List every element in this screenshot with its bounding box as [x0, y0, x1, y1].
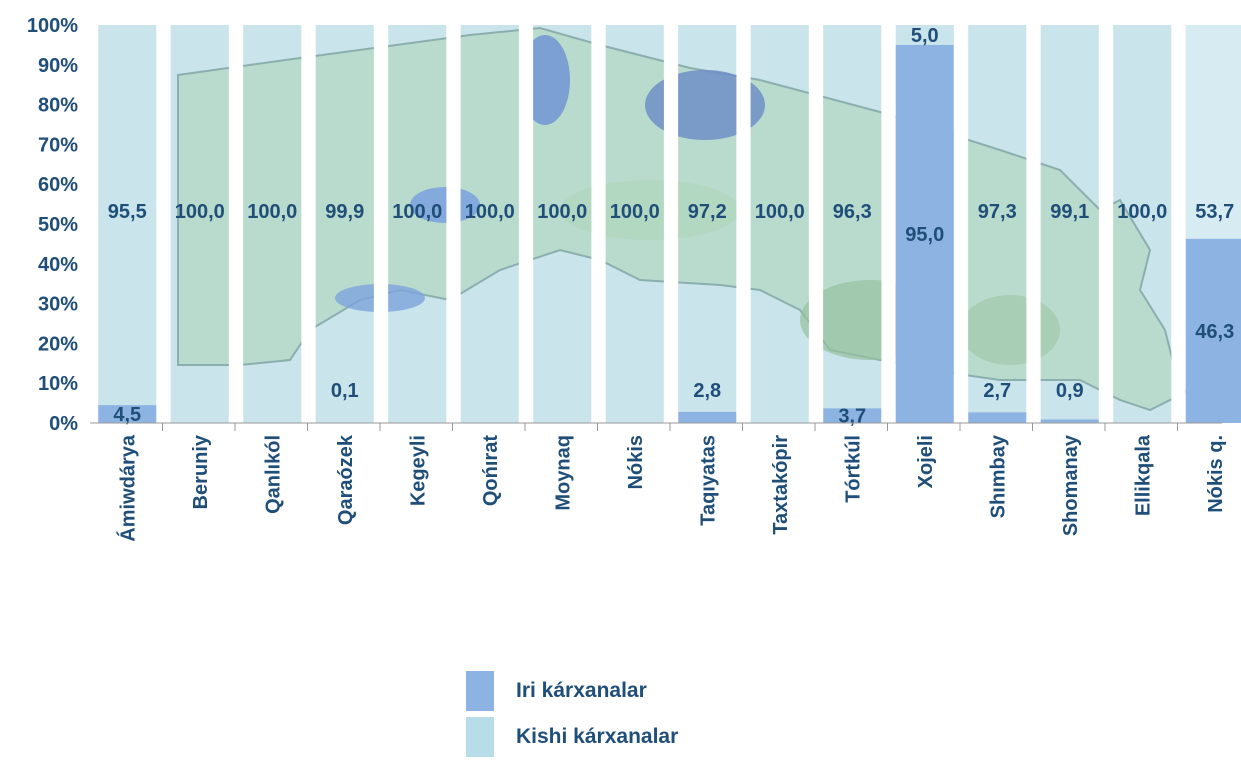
data-label-kishi-11: 5,0: [911, 25, 939, 47]
legend-label-iri: Iri kárxanalar: [516, 679, 647, 703]
data-label-kishi-10: 96,3: [833, 201, 872, 223]
x-tick-label: Taqıyatas: [697, 435, 719, 526]
x-tick-label: Moynaq: [552, 435, 574, 511]
x-tick-label: Nókis: [625, 435, 647, 489]
data-label-kishi-6: 100,0: [537, 201, 587, 223]
y-tick-label: 60%: [38, 174, 78, 196]
bar-iri-12: [968, 412, 1026, 423]
legend-item-kishi: Kishi kárxanalar: [466, 714, 678, 760]
data-label-kishi-2: 100,0: [247, 201, 297, 223]
data-label-iri-13: 0,9: [1056, 380, 1084, 402]
data-label-kishi-5: 100,0: [465, 201, 515, 223]
x-tick-label: Shomanay: [1060, 434, 1082, 536]
data-label-kishi-13: 99,1: [1050, 201, 1089, 223]
x-tick-label: Ámiwdárya: [116, 434, 139, 542]
bar-kishi-6: [533, 25, 591, 423]
bar-iri-8: [678, 412, 736, 423]
legend-item-iri: Iri kárxanalar: [466, 668, 678, 714]
y-tick-label: 30%: [38, 294, 78, 316]
bar-kishi-5: [461, 25, 519, 423]
legend: Iri kárxanalar Kishi kárxanalar: [466, 668, 678, 760]
bar-kishi-14: [1113, 25, 1171, 423]
bar-kishi-4: [388, 25, 446, 423]
data-label-kishi-1: 100,0: [175, 201, 225, 223]
x-tick-label: Nókis q.: [1205, 435, 1227, 513]
bar-kishi-3: [316, 25, 374, 423]
y-tick-label: 40%: [38, 254, 78, 276]
legend-swatch-iri: [466, 671, 494, 711]
data-label-kishi-4: 100,0: [392, 201, 442, 223]
data-label-iri-11: 95,0: [905, 224, 944, 246]
y-tick-label: 0%: [49, 413, 78, 435]
bar-kishi-7: [606, 25, 664, 423]
data-label-iri-12: 2,7: [983, 380, 1011, 402]
data-label-iri-8: 2,8: [693, 380, 721, 402]
data-label-iri-10: 3,7: [838, 406, 866, 428]
y-tick-label: 50%: [38, 214, 78, 236]
data-label-iri-15: 46,3: [1195, 321, 1234, 343]
x-tick-label: Shımbay: [987, 434, 1009, 518]
data-label-kishi-8: 97,2: [688, 201, 727, 223]
data-label-kishi-7: 100,0: [610, 201, 660, 223]
bar-kishi-1: [171, 25, 229, 423]
data-label-kishi-12: 97,3: [978, 201, 1017, 223]
legend-swatch-kishi: [466, 717, 494, 757]
x-tick-label: Qaraózek: [335, 434, 357, 525]
x-tick-label: Beruniy: [190, 434, 212, 509]
y-tick-label: 10%: [38, 373, 78, 395]
x-tick-label: Ellikqala: [1132, 434, 1154, 516]
bar-kishi-9: [751, 25, 809, 423]
data-label-kishi-9: 100,0: [755, 201, 805, 223]
bar-kishi-2: [243, 25, 301, 423]
x-tick-label: Taxtakópir: [770, 435, 792, 535]
data-label-iri-3: 0,1: [331, 380, 359, 402]
x-tick-label: Kegeyli: [407, 435, 429, 506]
y-tick-label: 80%: [38, 95, 78, 117]
y-tick-label: 20%: [38, 333, 78, 355]
y-tick-label: 70%: [38, 134, 78, 156]
bar-iri-13: [1041, 419, 1099, 423]
data-label-kishi-0: 95,5: [108, 201, 147, 223]
data-label-kishi-14: 100,0: [1117, 201, 1167, 223]
data-label-kishi-3: 99,9: [325, 201, 364, 223]
y-tick-label: 100%: [27, 15, 78, 37]
x-tick-label: Xojeli: [915, 435, 937, 488]
x-tick-label: Tórtkúl: [842, 435, 864, 503]
legend-label-kishi: Kishi kárxanalar: [516, 725, 678, 749]
y-tick-label: 90%: [38, 55, 78, 77]
x-tick-label: Qońırat: [480, 435, 502, 506]
data-label-kishi-15: 53,7: [1195, 201, 1234, 223]
x-tick-label: Qanlıkól: [262, 435, 284, 514]
